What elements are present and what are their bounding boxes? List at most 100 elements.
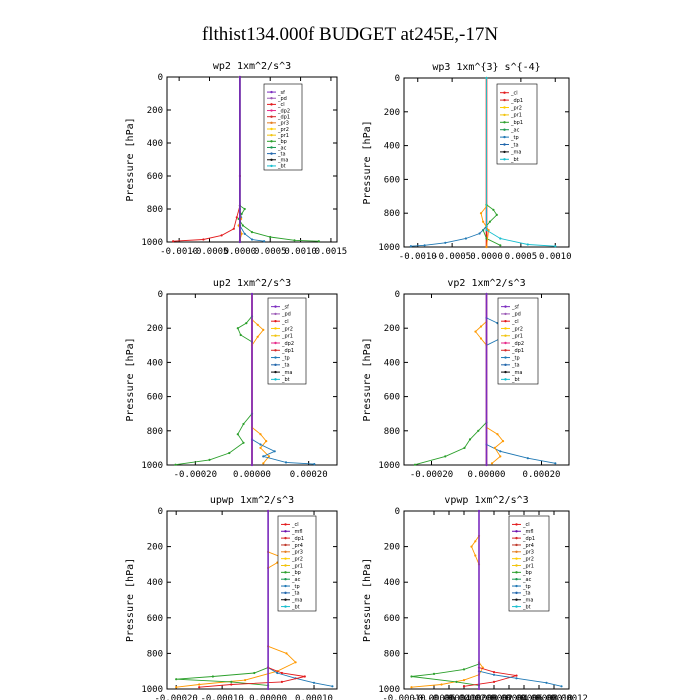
x-tick-label: -0.00010 (382, 694, 425, 700)
legend-entry: _ma (510, 150, 521, 156)
x-tick-label: 0.00006 (505, 694, 543, 700)
data-point (413, 463, 417, 466)
panel-6: vpwp 1xm^2/s^3 Pressure [hPa] 0 200 400 600 80… (362, 495, 588, 700)
x-tick-label: 0.0000 (224, 247, 257, 257)
y-tick-label: 1000 (378, 461, 400, 471)
legend-marker (504, 356, 507, 359)
legend-marker (515, 523, 518, 526)
legend-marker (274, 349, 277, 352)
data-point (493, 446, 496, 449)
figure-title: flthist134.000f BUDGET at245E,-17N (202, 24, 499, 45)
legend-entry: _ma (511, 370, 522, 376)
legend-entry: _pr1 (510, 113, 522, 119)
legend-marker (504, 312, 507, 316)
data-point (470, 545, 473, 548)
legend-entry: _ac (291, 577, 301, 583)
legend-marker (284, 530, 287, 533)
y-tick-label: 600 (384, 393, 400, 403)
panel-title: wp3 1xm^{3} s^{-4} (432, 62, 540, 73)
data-point (250, 292, 254, 296)
data-point (499, 455, 502, 458)
legend-marker (503, 143, 506, 146)
data-point (485, 463, 488, 467)
x-tick-label: -0.0010 (160, 247, 198, 257)
legend-entry: _dp1 (281, 348, 294, 354)
legend-entry: _bt (522, 604, 531, 610)
panel-2: wp3 1xm^{3} s^{-4} Pressure [hPa] 0 200 400 6… (362, 62, 572, 262)
legend-marker (503, 150, 506, 154)
legend-box (267, 297, 307, 385)
data-point (256, 335, 259, 338)
legend-entry: _ta (291, 591, 300, 597)
legend-entry: _ta (522, 591, 531, 597)
data-point (313, 463, 316, 466)
legend-marker (284, 550, 287, 554)
data-point (526, 243, 529, 246)
legend-entry: _pr2 (291, 556, 303, 562)
panels: wp2 1xm^2/s^3 Pressure [hPa] 0 200 400 600 800… (125, 61, 588, 700)
data-point (262, 455, 265, 458)
x-tick-label: 0.00000 (468, 470, 506, 480)
legend-marker (504, 363, 507, 367)
legend-box (496, 83, 538, 165)
x-tick-label: 0.00002 (475, 694, 513, 700)
data-point (464, 237, 467, 240)
data-point (267, 687, 270, 691)
panel-title: vpwp 1xm^2/s^3 (444, 495, 528, 506)
legend-marker (515, 605, 518, 608)
y-tick-label: 600 (147, 393, 163, 403)
legend-entry: _bp (277, 139, 287, 145)
y-tick-label: 600 (384, 614, 400, 624)
legend: _cl_mfl_dp1_pr4_pr3_pr2_pr1_bp_ac_tp_ta_… (277, 515, 317, 612)
data-point (515, 677, 518, 680)
data-point (240, 232, 243, 235)
y-tick-label: 600 (147, 172, 163, 182)
data-point (280, 671, 283, 675)
data-point (262, 328, 265, 331)
y-tick-label: 800 (147, 427, 163, 437)
x-tick-label: -0.00020 (410, 470, 453, 480)
panel-title: wp2 1xm^2/s^3 (213, 61, 291, 72)
legend-marker (284, 571, 287, 574)
legend-marker (270, 109, 273, 112)
legend-marker (274, 305, 277, 308)
legend-entry: _ma (281, 370, 292, 376)
y-tick-label: 600 (384, 175, 400, 185)
data-point (202, 238, 205, 241)
legend-entry: _cl (277, 102, 285, 108)
legend-entry: _dp2 (281, 341, 294, 347)
legend-marker (515, 591, 518, 595)
data-point (331, 685, 334, 688)
legend: _sf _pd_cl_pr2 _pr1_dp2_dp1_tp _ta_ma_bt (267, 297, 307, 385)
data-point (317, 240, 320, 243)
x-tick-label: -0.00010 (200, 694, 243, 700)
legend-entry: _bt (277, 164, 286, 170)
data-point (198, 683, 201, 686)
data-point (241, 224, 244, 227)
panel-1: wp2 1xm^2/s^3 Pressure [hPa] 0 200 400 600 800… (125, 61, 347, 257)
data-point (444, 241, 447, 244)
legend-marker (274, 312, 277, 316)
legend-marker (274, 363, 277, 367)
data-point (490, 462, 494, 465)
legend-entry: _pd (281, 312, 291, 318)
data-point (499, 237, 502, 240)
legend-box (277, 515, 317, 612)
y-tick-label: 200 (384, 108, 400, 118)
data-point (235, 216, 238, 219)
legend-entry: _pd (511, 312, 521, 318)
x-tick-label: 0.00004 (490, 694, 528, 700)
plot-frame (166, 510, 338, 690)
panel-5: upwp 1xm^2/s^3 Pressure [hPa] 0 200 400 600 80… (125, 495, 338, 700)
legend-box (497, 297, 539, 385)
x-tick-label: 0.00000 (249, 694, 287, 700)
legend-marker (270, 115, 273, 118)
y-tick-label: 800 (384, 209, 400, 219)
data-point (240, 212, 243, 215)
legend-entry: _cl (522, 522, 530, 528)
x-tick-label: 0.00020 (290, 470, 328, 480)
data-point (501, 440, 505, 443)
legend-marker (504, 305, 507, 308)
legend-entry: _dp1 (522, 536, 535, 542)
